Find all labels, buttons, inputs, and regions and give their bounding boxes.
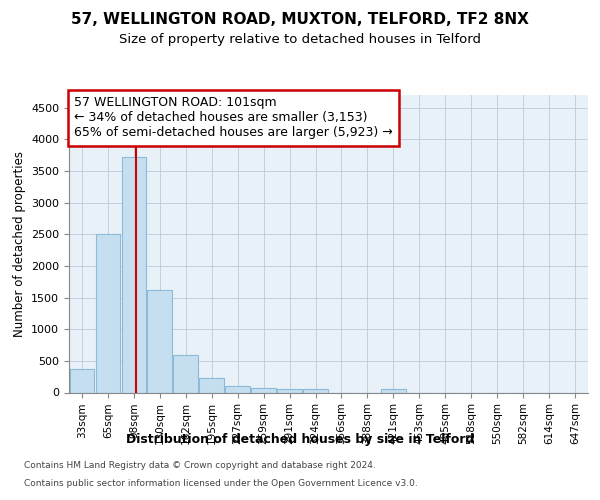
- Bar: [303, 390, 328, 392]
- Bar: [277, 390, 302, 392]
- Text: Distribution of detached houses by size in Telford: Distribution of detached houses by size …: [126, 432, 474, 446]
- Bar: [122, 157, 146, 392]
- Text: Contains public sector information licensed under the Open Government Licence v3: Contains public sector information licen…: [24, 478, 418, 488]
- Text: Size of property relative to detached houses in Telford: Size of property relative to detached ho…: [119, 32, 481, 46]
- Text: Contains HM Land Registry data © Crown copyright and database right 2024.: Contains HM Land Registry data © Crown c…: [24, 461, 376, 470]
- Bar: [70, 369, 94, 392]
- Bar: [173, 355, 198, 393]
- Y-axis label: Number of detached properties: Number of detached properties: [13, 151, 26, 337]
- Bar: [199, 378, 224, 392]
- Bar: [148, 290, 172, 393]
- Bar: [226, 386, 250, 392]
- Text: 57, WELLINGTON ROAD, MUXTON, TELFORD, TF2 8NX: 57, WELLINGTON ROAD, MUXTON, TELFORD, TF…: [71, 12, 529, 28]
- Text: 57 WELLINGTON ROAD: 101sqm
← 34% of detached houses are smaller (3,153)
65% of s: 57 WELLINGTON ROAD: 101sqm ← 34% of deta…: [74, 96, 393, 140]
- Bar: [95, 234, 120, 392]
- Bar: [381, 388, 406, 392]
- Bar: [251, 388, 276, 392]
